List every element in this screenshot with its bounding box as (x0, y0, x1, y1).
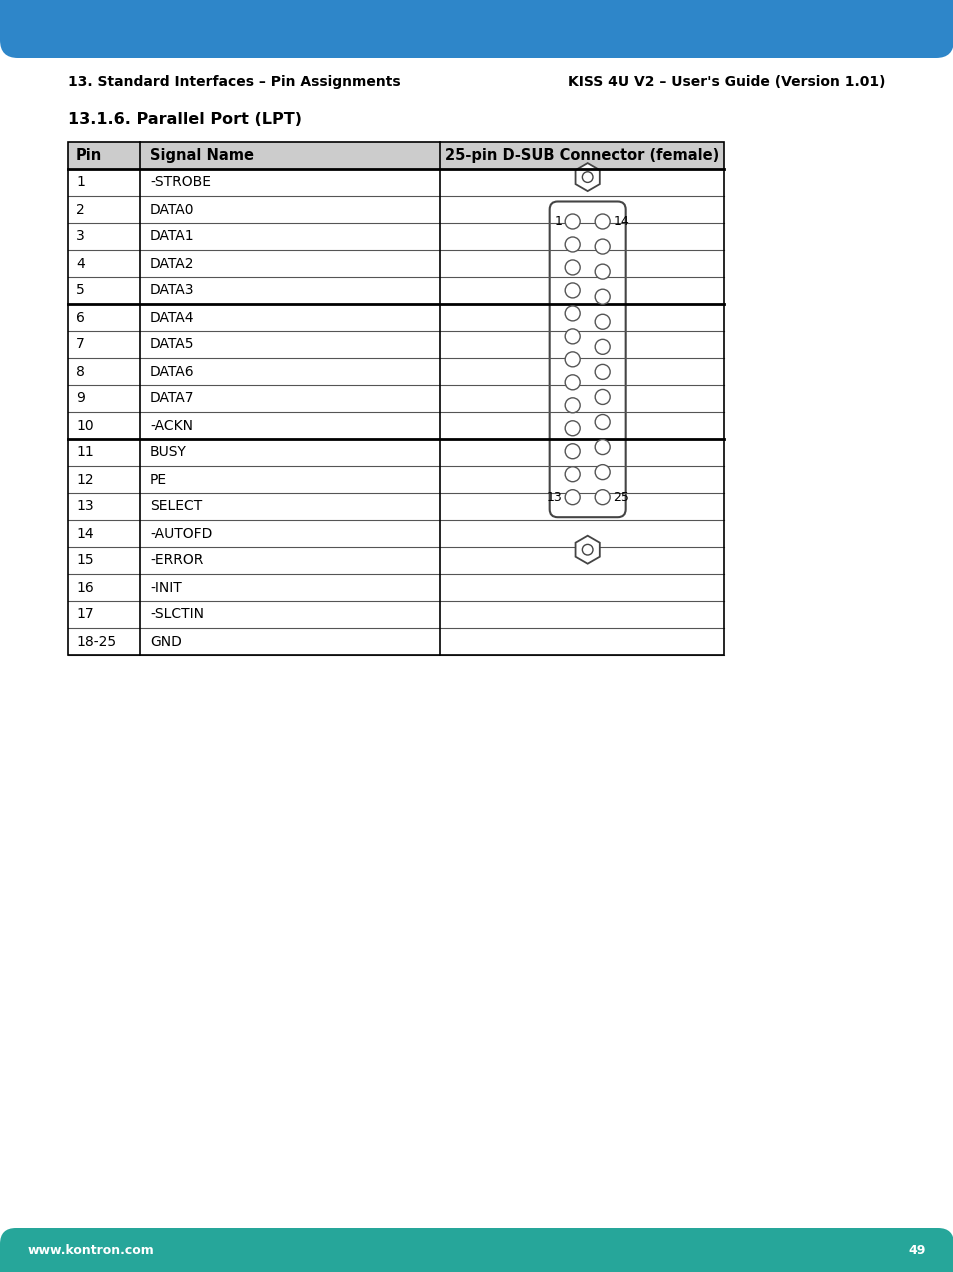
Circle shape (595, 415, 610, 430)
Circle shape (581, 544, 593, 555)
Text: Pin: Pin (76, 148, 102, 163)
Text: 18-25: 18-25 (76, 635, 116, 649)
Text: 7: 7 (76, 337, 85, 351)
FancyBboxPatch shape (549, 201, 625, 518)
Circle shape (564, 214, 579, 229)
Circle shape (581, 172, 593, 182)
Circle shape (595, 289, 610, 304)
Text: KISS 4U V2 – User's Guide (Version 1.01): KISS 4U V2 – User's Guide (Version 1.01) (568, 75, 885, 89)
FancyBboxPatch shape (0, 22, 953, 59)
Polygon shape (575, 536, 599, 563)
Circle shape (595, 314, 610, 329)
FancyBboxPatch shape (0, 1227, 953, 1272)
Circle shape (564, 398, 579, 413)
Circle shape (595, 214, 610, 229)
Circle shape (595, 490, 610, 505)
Text: 12: 12 (76, 472, 93, 486)
Text: DATA0: DATA0 (150, 202, 194, 216)
Circle shape (564, 490, 579, 505)
Text: DATA3: DATA3 (150, 284, 194, 298)
Bar (0, 1244, 953, 1272)
Text: 11: 11 (76, 445, 93, 459)
Circle shape (564, 259, 579, 275)
Text: 16: 16 (76, 580, 93, 594)
Text: 10: 10 (76, 418, 93, 432)
Text: DATA1: DATA1 (150, 229, 194, 243)
Text: DATA7: DATA7 (150, 392, 194, 406)
Text: -INIT: -INIT (150, 580, 182, 594)
Text: 15: 15 (76, 553, 93, 567)
Text: 5: 5 (76, 284, 85, 298)
Text: DATA2: DATA2 (150, 257, 194, 271)
Text: Signal Name: Signal Name (150, 148, 253, 163)
Bar (0, 0, 953, 39)
Circle shape (564, 282, 579, 298)
Text: www.kontron.com: www.kontron.com (28, 1244, 154, 1257)
Text: 49: 49 (907, 1244, 925, 1257)
Text: PE: PE (150, 472, 167, 486)
Text: GND: GND (150, 635, 182, 649)
Text: DATA6: DATA6 (150, 365, 194, 379)
Text: 25-pin D-SUB Connector (female): 25-pin D-SUB Connector (female) (444, 148, 719, 163)
Text: 14: 14 (613, 215, 628, 228)
Circle shape (564, 421, 579, 436)
Text: 25: 25 (613, 491, 628, 504)
Circle shape (564, 352, 579, 366)
Text: DATA4: DATA4 (150, 310, 194, 324)
Circle shape (595, 364, 610, 379)
Circle shape (595, 340, 610, 355)
Text: 4: 4 (76, 257, 85, 271)
Text: 13. Standard Interfaces – Pin Assignments: 13. Standard Interfaces – Pin Assignment… (68, 75, 400, 89)
Text: 13: 13 (76, 500, 93, 514)
Text: BUSY: BUSY (150, 445, 187, 459)
Circle shape (595, 440, 610, 454)
Text: -ACKN: -ACKN (150, 418, 193, 432)
Circle shape (595, 239, 610, 254)
Circle shape (564, 305, 579, 321)
Text: 14: 14 (76, 527, 93, 541)
Text: 3: 3 (76, 229, 85, 243)
Circle shape (595, 265, 610, 279)
Text: 2: 2 (76, 202, 85, 216)
Bar (68, 142, 723, 169)
Circle shape (595, 389, 610, 404)
Text: 13.1.6. Parallel Port (LPT): 13.1.6. Parallel Port (LPT) (68, 112, 302, 127)
Text: 17: 17 (76, 608, 93, 622)
Polygon shape (575, 163, 599, 191)
Text: 13: 13 (546, 491, 561, 504)
Circle shape (564, 467, 579, 482)
Text: 6: 6 (76, 310, 85, 324)
Text: -STROBE: -STROBE (150, 176, 211, 190)
Text: DATA5: DATA5 (150, 337, 194, 351)
Text: -ERROR: -ERROR (150, 553, 203, 567)
Text: -SLCTIN: -SLCTIN (150, 608, 204, 622)
Text: SELECT: SELECT (150, 500, 202, 514)
Circle shape (564, 444, 579, 459)
Circle shape (564, 375, 579, 389)
Text: 9: 9 (76, 392, 85, 406)
Bar (68, 142, 723, 655)
Circle shape (564, 237, 579, 252)
Text: -AUTOFD: -AUTOFD (150, 527, 213, 541)
Text: 1: 1 (554, 215, 561, 228)
Text: 8: 8 (76, 365, 85, 379)
Text: 1: 1 (76, 176, 85, 190)
Circle shape (595, 464, 610, 480)
Circle shape (564, 329, 579, 343)
